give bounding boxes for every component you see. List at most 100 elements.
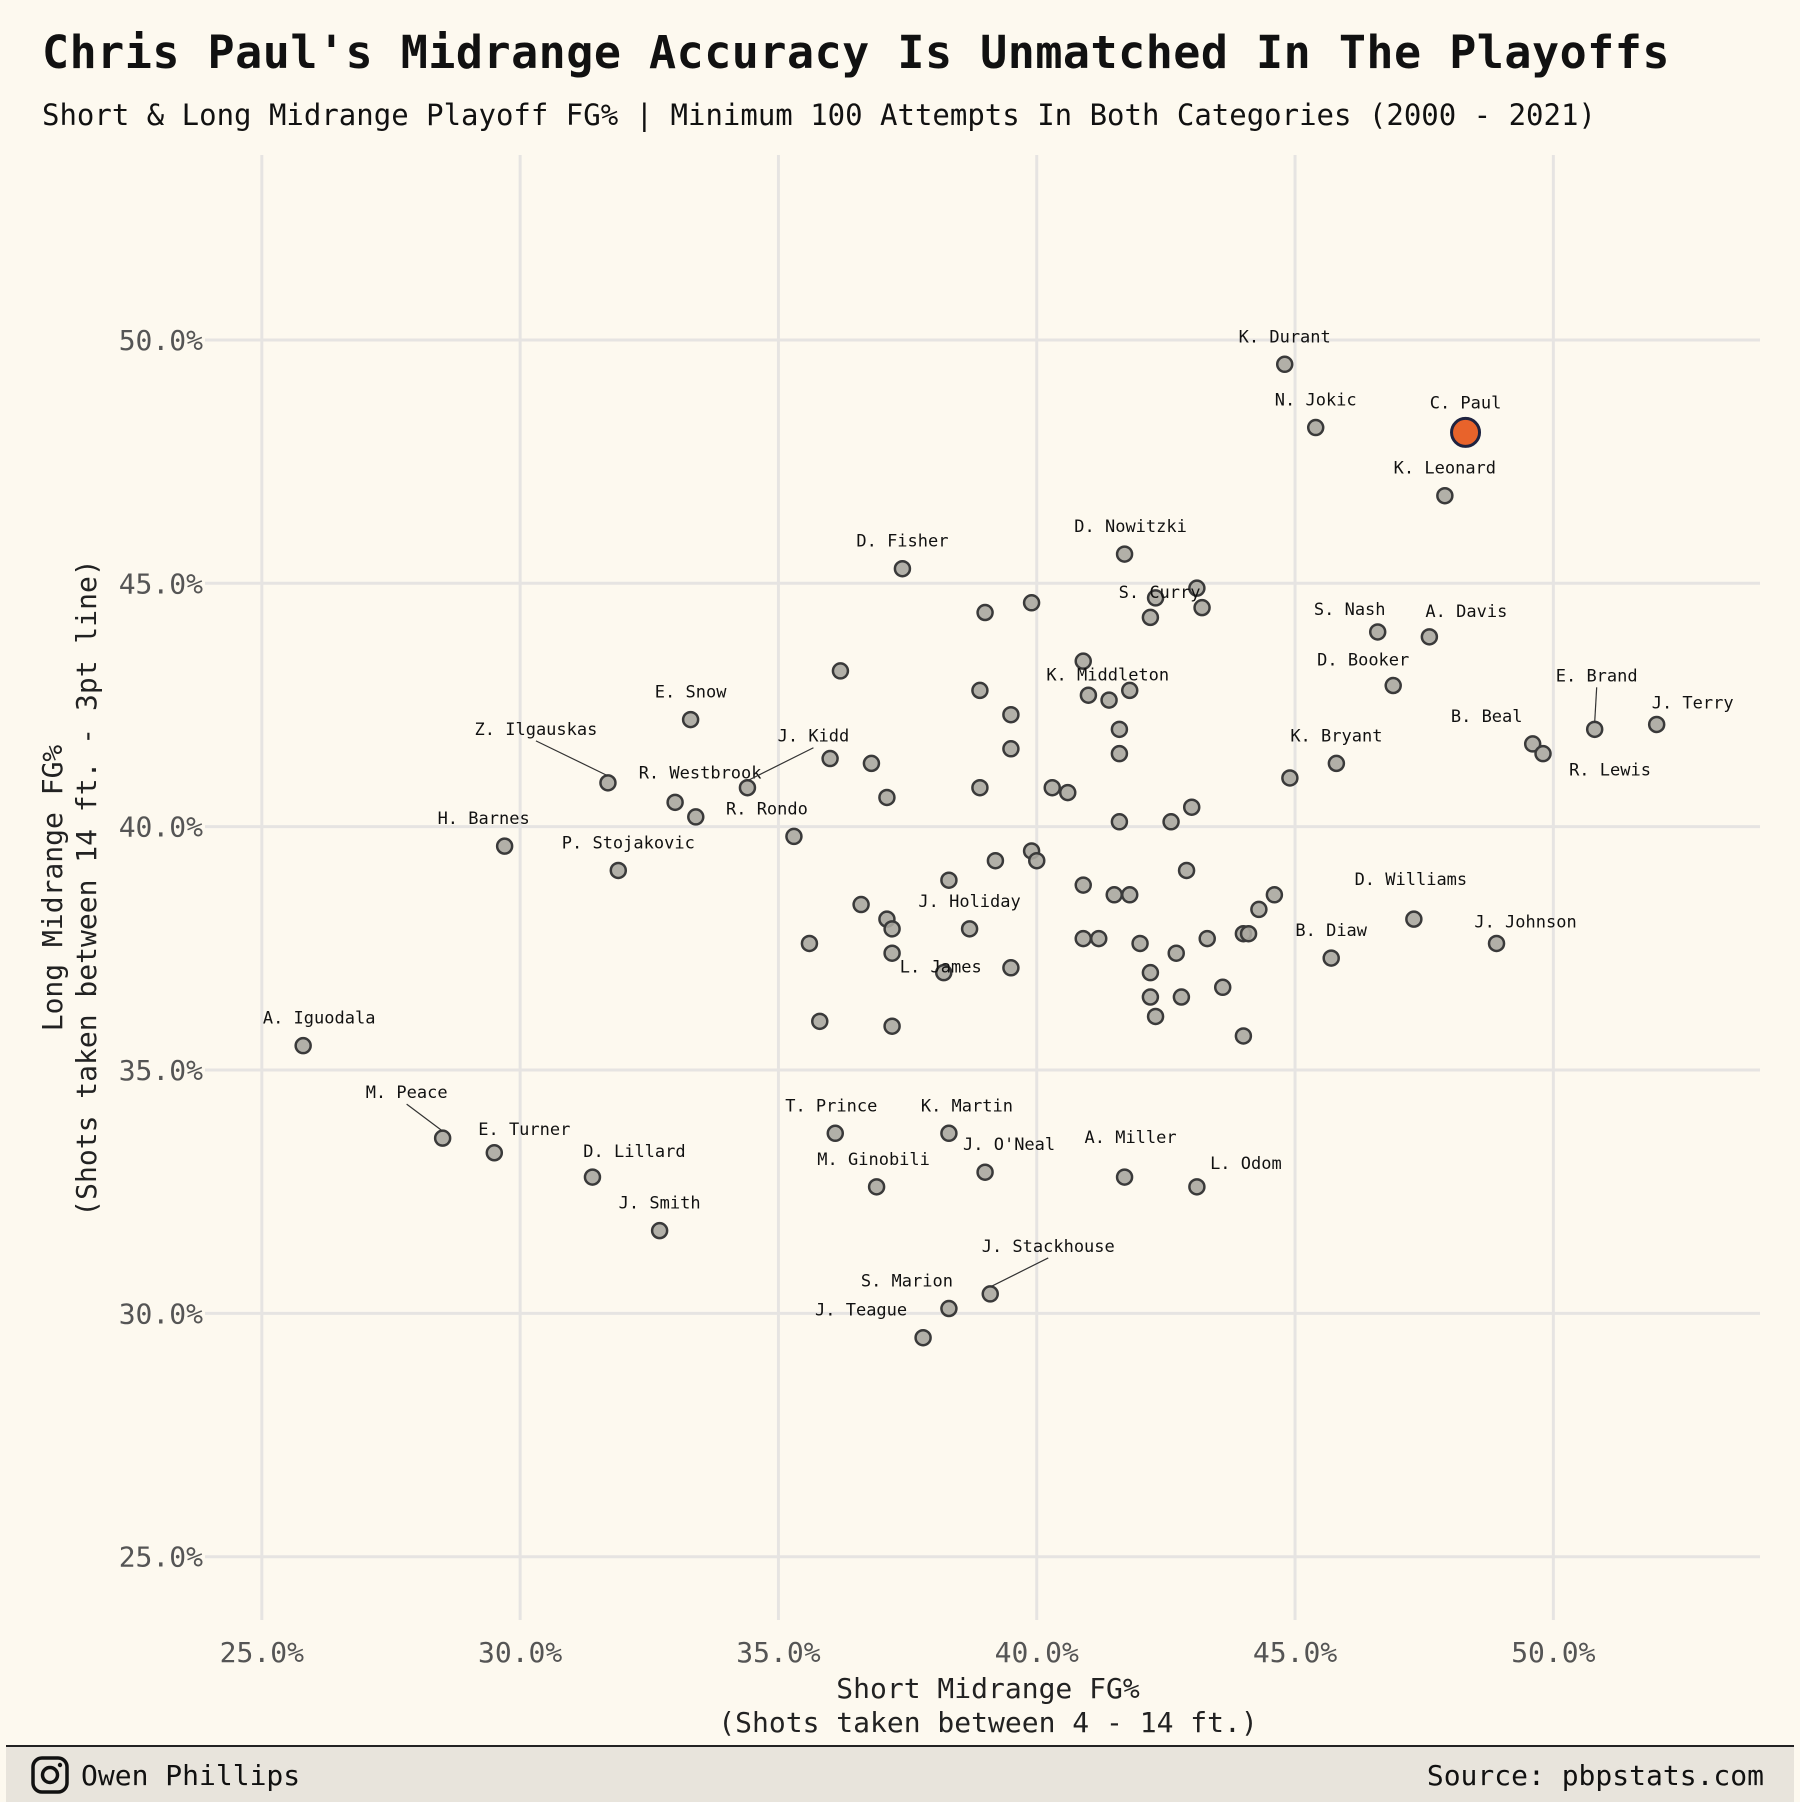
data-point	[986, 851, 1005, 870]
point-label: P. Stojakovic	[562, 833, 695, 853]
point-label: D. Lillard	[583, 1142, 685, 1162]
data-point	[1327, 754, 1346, 773]
data-point	[1043, 778, 1061, 797]
data-point	[1131, 934, 1149, 953]
x-tick-label: 35.0%	[736, 1636, 820, 1669]
label-leader-line	[747, 747, 814, 782]
point-label: M. Ginobili	[817, 1150, 930, 1170]
y-tick-label: 30.0%	[119, 1297, 203, 1330]
data-point	[1193, 598, 1211, 617]
data-point	[1167, 944, 1185, 962]
y-tick-label: 40.0%	[119, 811, 203, 844]
point-label: J. Johnson	[1474, 912, 1576, 932]
data-point	[940, 1124, 958, 1143]
label-leader-line	[406, 1103, 444, 1132]
data-point	[681, 710, 700, 729]
data-point	[1100, 691, 1118, 709]
data-point	[433, 1129, 452, 1147]
point-label: J. Kidd	[778, 727, 850, 747]
data-point	[971, 778, 989, 797]
footer-bar: Owen Phillips Source: pbpstats.com	[6, 1745, 1794, 1802]
data-point	[1306, 418, 1325, 437]
point-label: E. Snow	[655, 683, 727, 703]
x-axis-subtitle: (Shots taken between 4 - 14 ft.)	[718, 1706, 1257, 1739]
point-label: M. Peace	[366, 1083, 448, 1103]
data-point	[1105, 886, 1123, 904]
data-point	[914, 1328, 932, 1347]
data-point	[1089, 929, 1108, 948]
instagram-icon	[31, 1756, 69, 1794]
point-label: B. Diaw	[1295, 921, 1367, 941]
point-label: S. Marion	[861, 1272, 953, 1292]
data-point	[1172, 988, 1191, 1006]
data-point	[294, 1036, 312, 1055]
author-credit: Owen Phillips	[81, 1759, 301, 1792]
data-point	[1213, 978, 1232, 997]
point-label: J. Teague	[815, 1301, 907, 1321]
data-point	[1368, 623, 1387, 641]
data-point	[485, 1144, 504, 1162]
data-point	[800, 934, 819, 953]
data-point	[893, 559, 912, 578]
point-label: E. Brand	[1556, 666, 1638, 686]
data-point	[1250, 900, 1268, 919]
point-label: K. Middleton	[1046, 665, 1169, 685]
data-point	[1188, 579, 1206, 597]
point-label: K. Durant	[1239, 327, 1331, 347]
point-label: A. Iguodala	[263, 1009, 376, 1029]
point-label: D. Booker	[1317, 651, 1409, 671]
point-labels: C. Paul K. Durant N. Jokic K. Leonard D. Now…	[263, 327, 1734, 1320]
point-label: R. Westbrook	[639, 763, 762, 783]
point-label: J. Terry	[1652, 693, 1734, 713]
point-label: J. Stackhouse	[982, 1237, 1115, 1257]
point-label: D. Nowitzki	[1074, 517, 1187, 537]
label-leader-line	[1594, 687, 1598, 723]
point-label: Z. Ilgauskas	[475, 720, 598, 740]
data-point	[1141, 963, 1160, 982]
axis-titles: Short Midrange FG% (Shots taken between …	[36, 559, 1258, 1739]
data-point	[1141, 988, 1160, 1006]
point-label: L. James	[900, 958, 982, 978]
data-point	[826, 1124, 845, 1143]
point-label: J. Smith	[619, 1194, 701, 1214]
point-label: N. Jokic	[1275, 391, 1357, 411]
data-point	[1162, 813, 1180, 831]
source-credit: Source: pbpstats.com	[1426, 1759, 1764, 1792]
data-point	[935, 963, 953, 982]
data-point	[1405, 910, 1423, 928]
data-point	[1188, 1178, 1206, 1196]
data-point	[1275, 355, 1294, 374]
data-point	[1182, 798, 1201, 816]
point-label: B. Beal	[1451, 707, 1523, 727]
data-point	[971, 681, 989, 700]
data-point	[1074, 652, 1092, 670]
data-point	[609, 861, 628, 880]
data-point	[583, 1168, 602, 1186]
data-point	[1074, 929, 1092, 948]
x-tick-label: 40.0%	[995, 1636, 1079, 1669]
point-label: K. Martin	[921, 1096, 1013, 1116]
data-point	[831, 662, 850, 680]
data-point	[1141, 608, 1160, 627]
data-point	[1002, 959, 1020, 977]
data-point	[599, 774, 617, 792]
data-point	[981, 1285, 999, 1303]
point-label: K. Leonard	[1394, 459, 1496, 479]
x-axis-title: Short Midrange FG%	[836, 1672, 1140, 1705]
data-point	[862, 754, 881, 773]
data-point	[1523, 735, 1542, 753]
data-point	[1110, 813, 1129, 831]
data-point	[1115, 545, 1134, 563]
y-axis-title: Long Midrange FG%	[36, 745, 69, 1032]
data-point	[1436, 486, 1454, 505]
point-label: J. Holiday	[918, 892, 1020, 912]
chart-subtitle: Short & Long Midrange Playoff FG% | Mini…	[42, 98, 1596, 132]
data-point	[785, 827, 803, 846]
data-point	[1234, 1027, 1253, 1045]
data-point	[1022, 594, 1041, 612]
data-point	[495, 837, 514, 855]
point-label: R. Lewis	[1569, 761, 1651, 781]
data-point	[1146, 1007, 1165, 1026]
point-label: R. Rondo	[726, 799, 808, 819]
chart-title: Chris Paul's Midrange Accuracy Is Unmatc…	[42, 26, 1670, 79]
